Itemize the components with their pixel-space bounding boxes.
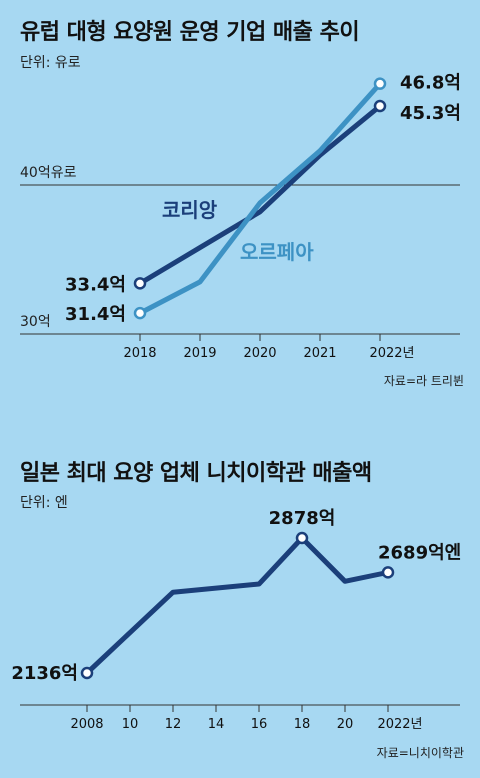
chart1-series-line-korian	[137, 103, 383, 286]
chart1-ref-label-30: 30억	[20, 314, 51, 330]
chart1-data-label: 33.4억	[65, 274, 126, 295]
chart2-data-point	[295, 531, 309, 545]
chart1-x-tick-label: 2020	[243, 346, 276, 361]
chart2-x-tick-label: 2022년	[377, 717, 422, 732]
chart2-x-tick-label: 16	[251, 717, 268, 732]
chart1-series-line-orpea	[137, 81, 383, 316]
chart1-unit-label: 단위: 유로	[20, 55, 81, 71]
chart2-x-tick-label: 2008	[70, 717, 103, 732]
chart1-data-point	[133, 306, 147, 320]
chart1-data-label: 45.3억	[400, 103, 461, 124]
chart1-x-tick-label: 2018	[123, 346, 156, 361]
chart2-x-tick-label: 18	[294, 717, 311, 732]
chart1-title: 유럽 대형 요양원 운영 기업 매출 추이	[20, 20, 360, 45]
chart2-title: 일본 최대 요양 업체 니치이학관 매출액	[20, 461, 372, 486]
chart1-ref-label-40: 40억유로	[20, 165, 77, 181]
chart1-x-tick-label: 2022년	[369, 346, 414, 361]
chart1-data-label: 31.4억	[65, 304, 126, 325]
chart1-data-point	[133, 277, 147, 290]
chart1-series-label-korian: 코리앙	[162, 198, 218, 222]
chart2-data-label: 2136억	[11, 663, 78, 684]
chart2-data-label: 2878억	[269, 508, 336, 529]
chart1-data-point	[373, 77, 387, 90]
chart1-x-tick-label: 2019	[183, 346, 216, 361]
chart2-data-label: 2689억엔	[378, 542, 461, 563]
chart1-series-label-orpea: 오르페아	[240, 240, 314, 264]
chart2-unit-label: 단위: 엔	[20, 495, 68, 511]
chart1-data-point	[373, 99, 387, 113]
chart2-data-point	[381, 566, 395, 579]
chart1-source: 자료=라 트리뷘	[383, 374, 464, 388]
chart2-data-point	[80, 666, 94, 680]
chart2-source: 자료=니치이학관	[376, 746, 464, 760]
chart2-x-tick-label: 12	[165, 717, 182, 732]
chart1-x-tick-label: 2021	[303, 346, 336, 361]
chart2-series-line	[84, 535, 391, 676]
chart2-x-tick-label: 10	[122, 717, 139, 732]
chart2-x-tick-label: 14	[208, 717, 225, 732]
chart2-x-tick-label: 20	[337, 717, 354, 732]
chart1-data-label: 46.8억	[400, 73, 461, 94]
